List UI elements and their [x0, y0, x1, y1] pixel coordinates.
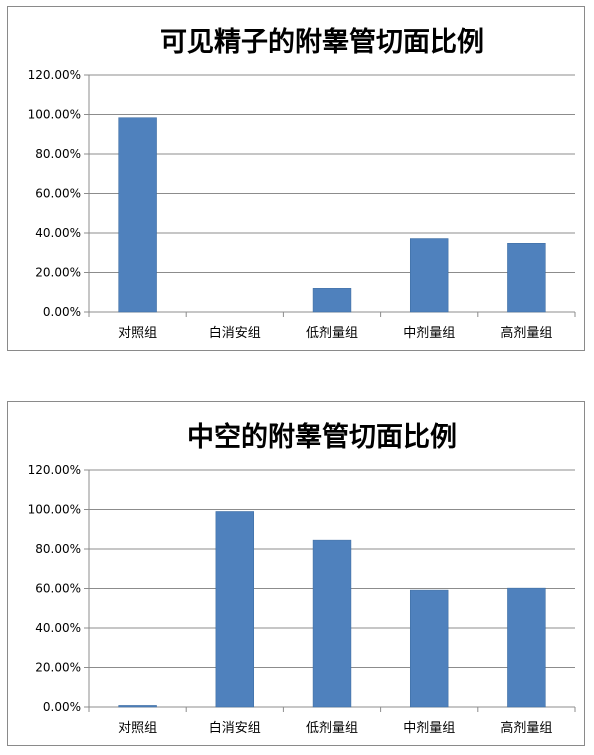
bar-1 [118, 117, 157, 313]
y-tick-label: 20.00% [35, 661, 81, 675]
y-tick-label: 100.00% [28, 503, 81, 517]
category-label: 低剂量组 [306, 721, 358, 736]
y-tick-label: 100.00% [28, 108, 81, 122]
category-label: 低剂量组 [306, 326, 358, 341]
bar-5 [507, 587, 546, 708]
category-label: 中剂量组 [403, 326, 455, 341]
y-tick-label: 20.00% [35, 266, 81, 280]
category-label: 中剂量组 [403, 721, 455, 736]
y-tick-label: 60.00% [35, 187, 81, 201]
bar-chart-2: 中空的附睾管切面比例 0.00% 20.00% 40.00% 60.00% 80.00% 1… [28, 421, 576, 736]
chart-title: 中空的附睾管切面比例 [187, 421, 457, 453]
bar-4 [409, 238, 449, 313]
bar-1 [118, 705, 157, 708]
y-tick-label: 120.00% [28, 463, 81, 477]
bar-4 [409, 589, 449, 708]
bar-3 [312, 288, 352, 313]
category-label: 对照组 [118, 326, 157, 341]
category-label: 高剂量组 [500, 325, 552, 341]
y-tick-label: 40.00% [35, 621, 81, 635]
category-label: 对照组 [118, 721, 157, 736]
y-tick-label: 80.00% [35, 147, 81, 161]
chart-title: 可见精子的附睾管切面比例 [160, 26, 484, 58]
y-tick-label: 40.00% [35, 226, 81, 240]
y-tick-label: 60.00% [35, 582, 81, 596]
bar-2 [215, 511, 255, 708]
category-label: 白消安组 [209, 720, 261, 736]
y-tick-label: 120.00% [28, 68, 81, 82]
bar-5 [507, 243, 546, 313]
y-tick-label: 80.00% [35, 542, 81, 556]
chart-panel-1: 可见精子的附睾管切面比例 0.00% 20.00% 40.00% 60.00% 80.00… [7, 6, 585, 351]
y-tick-label: 0.00% [43, 700, 81, 714]
chart-panel-2: 中空的附睾管切面比例 0.00% 20.00% 40.00% 60.00% 80.00% 1… [7, 401, 585, 746]
y-tick-label: 0.00% [43, 305, 81, 319]
category-label: 白消安组 [209, 325, 261, 341]
bar-3 [312, 539, 352, 708]
bar-chart-1: 可见精子的附睾管切面比例 0.00% 20.00% 40.00% 60.00% 80.00… [28, 26, 576, 341]
category-label: 高剂量组 [500, 720, 552, 736]
